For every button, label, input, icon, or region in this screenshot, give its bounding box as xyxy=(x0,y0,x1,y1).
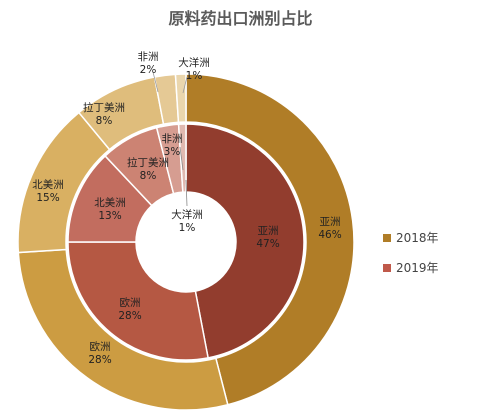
data-label-outer-africa: 非洲 2% xyxy=(138,51,159,76)
slice-outer-asia xyxy=(185,73,355,406)
slice-inner-asia xyxy=(185,123,305,359)
legend-item-2018: 2018年 xyxy=(383,229,439,246)
slice-inner-europe xyxy=(67,241,209,361)
data-label-inner-north-america: 北美洲 13% xyxy=(94,196,126,222)
legend-swatch-2018 xyxy=(383,233,391,242)
leader-line xyxy=(182,76,188,94)
leader-line xyxy=(152,71,159,93)
slice-inner-oceania xyxy=(177,123,187,193)
data-label-inner-asia: 亚洲 47% xyxy=(256,225,279,250)
leader-line xyxy=(179,146,184,171)
data-label-outer-latin-america: 拉丁美洲 8% xyxy=(83,101,125,127)
data-label-inner-europe: 欧洲 28% xyxy=(118,297,141,322)
data-label-outer-oceania: 大洋洲 1% xyxy=(178,56,210,82)
data-label-outer-asia: 亚洲 46% xyxy=(318,216,341,241)
data-label-inner-latin-america: 拉丁美洲 8% xyxy=(127,156,169,182)
legend-item-2019: 2019年 xyxy=(383,259,439,276)
data-label-outer-europe: 欧洲 28% xyxy=(88,341,111,366)
legend-label-2018: 2018年 xyxy=(396,231,439,245)
slice-outer-oceania xyxy=(174,73,187,124)
legend-label-2019: 2019年 xyxy=(396,261,439,275)
data-label-inner-africa: 非洲 3% xyxy=(162,133,183,158)
data-label-inner-oceania: 大洋洲 1% xyxy=(171,208,203,234)
chart-title: 原料药出口洲别占比 xyxy=(168,9,313,28)
data-label-outer-north-america: 北美洲 15% xyxy=(32,178,64,204)
leader-line xyxy=(185,179,188,207)
legend-swatch-2019 xyxy=(383,263,391,272)
